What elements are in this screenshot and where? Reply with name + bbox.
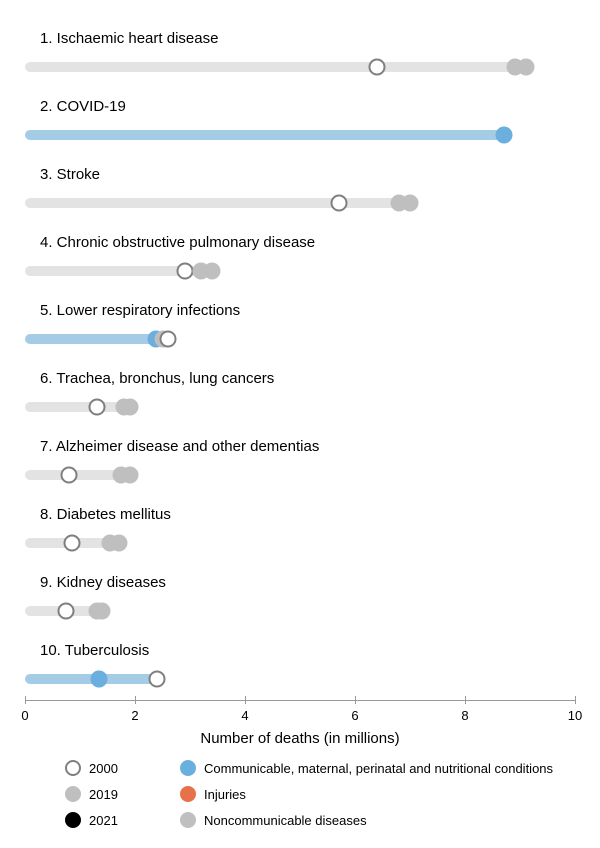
legend-year-item: 2019: [65, 786, 118, 802]
marker-2000: [330, 195, 347, 212]
chart-row: 5. Lower respiratory infections: [25, 302, 575, 370]
marker-2021: [94, 603, 111, 620]
legend-category-item: Noncommunicable diseases: [180, 812, 367, 828]
marker-2021: [91, 671, 108, 688]
row-bar: [25, 402, 130, 412]
x-tick-label: 4: [241, 708, 248, 723]
x-tick: [355, 696, 356, 704]
x-axis-title: Number of deaths (in millions): [25, 730, 575, 747]
marker-2000: [369, 59, 386, 76]
row-label: 7. Alzheimer disease and other dementias: [40, 438, 319, 455]
legend-category-item: Injuries: [180, 786, 246, 802]
row-bar: [25, 130, 504, 140]
row-label: 9. Kidney diseases: [40, 574, 166, 591]
legend-year-label: 2021: [89, 813, 118, 828]
chart-row: 3. Stroke: [25, 166, 575, 234]
legend-year-item: 2021: [65, 812, 118, 828]
x-tick-label: 0: [21, 708, 28, 723]
marker-2021: [121, 399, 138, 416]
legend-marker: [65, 760, 81, 776]
marker-2000: [160, 331, 177, 348]
row-label: 3. Stroke: [40, 166, 100, 183]
marker-2021: [121, 467, 138, 484]
row-bar: [25, 198, 410, 208]
marker-2021: [517, 59, 534, 76]
chart-row: 1. Ischaemic heart disease: [25, 30, 575, 98]
row-label: 5. Lower respiratory infections: [40, 302, 240, 319]
row-label: 10. Tuberculosis: [40, 642, 149, 659]
marker-2000: [149, 671, 166, 688]
legend-year-label: 2000: [89, 761, 118, 776]
row-label: 8. Diabetes mellitus: [40, 506, 171, 523]
chart-row: 4. Chronic obstructive pulmonary disease: [25, 234, 575, 302]
x-axis-line: [25, 700, 575, 701]
legend-marker: [65, 786, 81, 802]
x-tick: [25, 696, 26, 704]
marker-2000: [88, 399, 105, 416]
x-tick: [575, 696, 576, 704]
marker-2000: [63, 535, 80, 552]
legend-marker: [180, 786, 196, 802]
row-label: 2. COVID-19: [40, 98, 126, 115]
legend-category-item: Communicable, maternal, perinatal and nu…: [180, 760, 553, 776]
marker-2021: [402, 195, 419, 212]
marker-2000: [176, 263, 193, 280]
x-tick-label: 8: [461, 708, 468, 723]
legend-marker: [180, 760, 196, 776]
x-tick: [135, 696, 136, 704]
marker-2000: [61, 467, 78, 484]
legend-year-label: 2019: [89, 787, 118, 802]
x-tick: [465, 696, 466, 704]
legend-category-label: Communicable, maternal, perinatal and nu…: [204, 761, 553, 776]
marker-2021: [204, 263, 221, 280]
legend-marker: [180, 812, 196, 828]
marker-2021: [110, 535, 127, 552]
chart-row: 8. Diabetes mellitus: [25, 506, 575, 574]
marker-2000: [58, 603, 75, 620]
legend-category-label: Injuries: [204, 787, 246, 802]
chart-row: 7. Alzheimer disease and other dementias: [25, 438, 575, 506]
row-bar: [25, 62, 526, 72]
x-tick-label: 6: [351, 708, 358, 723]
row-label: 6. Trachea, bronchus, lung cancers: [40, 370, 274, 387]
legend-category-label: Noncommunicable diseases: [204, 813, 367, 828]
marker-2021: [495, 127, 512, 144]
chart-row: 6. Trachea, bronchus, lung cancers: [25, 370, 575, 438]
legend-marker: [65, 812, 81, 828]
legend-year-item: 2000: [65, 760, 118, 776]
row-label: 4. Chronic obstructive pulmonary disease: [40, 234, 315, 251]
x-tick-label: 10: [568, 708, 582, 723]
chart-row: 2. COVID-19: [25, 98, 575, 166]
chart-plot-area: 1. Ischaemic heart disease 2. COVID-19 3. …: [25, 30, 575, 715]
row-label: 1. Ischaemic heart disease: [40, 30, 218, 47]
chart-row: 9. Kidney diseases: [25, 574, 575, 642]
x-tick-label: 2: [131, 708, 138, 723]
x-tick: [245, 696, 246, 704]
